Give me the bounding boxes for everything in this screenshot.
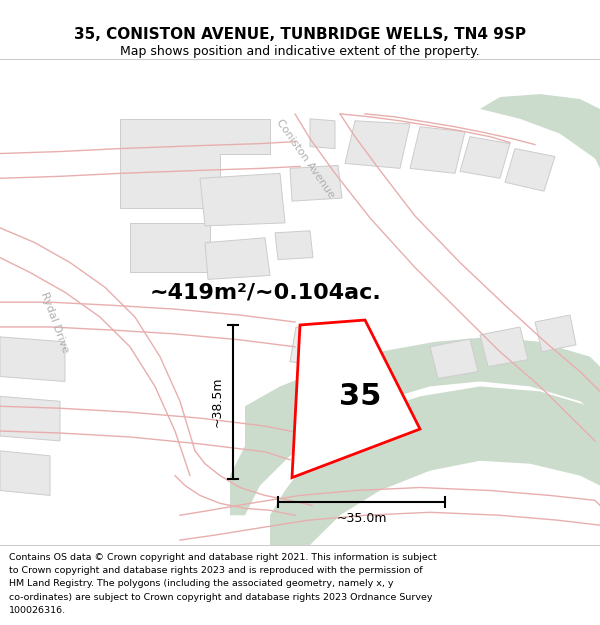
Polygon shape: [480, 94, 600, 168]
Polygon shape: [230, 337, 600, 515]
Text: Map shows position and indicative extent of the property.: Map shows position and indicative extent…: [120, 45, 480, 58]
Polygon shape: [120, 119, 270, 208]
Text: Coniston Avenue: Coniston Avenue: [274, 117, 336, 200]
Polygon shape: [130, 223, 210, 272]
Polygon shape: [460, 137, 510, 178]
Text: 35: 35: [339, 382, 381, 411]
Text: ~35.0m: ~35.0m: [336, 512, 387, 525]
Text: Contains OS data © Crown copyright and database right 2021. This information is : Contains OS data © Crown copyright and d…: [9, 553, 437, 562]
Polygon shape: [430, 339, 478, 379]
Polygon shape: [505, 149, 555, 191]
Polygon shape: [535, 315, 576, 352]
Text: to Crown copyright and database rights 2023 and is reproduced with the permissio: to Crown copyright and database rights 2…: [9, 566, 422, 575]
Polygon shape: [480, 327, 528, 367]
Text: 100026316.: 100026316.: [9, 606, 66, 614]
Text: HM Land Registry. The polygons (including the associated geometry, namely x, y: HM Land Registry. The polygons (includin…: [9, 579, 394, 588]
Polygon shape: [0, 396, 60, 441]
Polygon shape: [0, 451, 50, 496]
Polygon shape: [275, 231, 313, 259]
Polygon shape: [290, 166, 342, 201]
Polygon shape: [200, 173, 285, 226]
Polygon shape: [310, 119, 335, 149]
Polygon shape: [270, 386, 600, 545]
Text: ~419m²/~0.104ac.: ~419m²/~0.104ac.: [149, 282, 381, 302]
Polygon shape: [205, 238, 270, 279]
Text: Rydal Drive: Rydal Drive: [40, 290, 71, 354]
Polygon shape: [410, 127, 465, 173]
Polygon shape: [292, 320, 420, 478]
Text: 35, CONISTON AVENUE, TUNBRIDGE WELLS, TN4 9SP: 35, CONISTON AVENUE, TUNBRIDGE WELLS, TN…: [74, 27, 526, 42]
Text: co-ordinates) are subject to Crown copyright and database rights 2023 Ordnance S: co-ordinates) are subject to Crown copyr…: [9, 592, 433, 601]
Text: ~38.5m: ~38.5m: [211, 376, 223, 427]
Polygon shape: [345, 121, 410, 168]
Polygon shape: [290, 327, 330, 367]
Polygon shape: [0, 337, 65, 381]
